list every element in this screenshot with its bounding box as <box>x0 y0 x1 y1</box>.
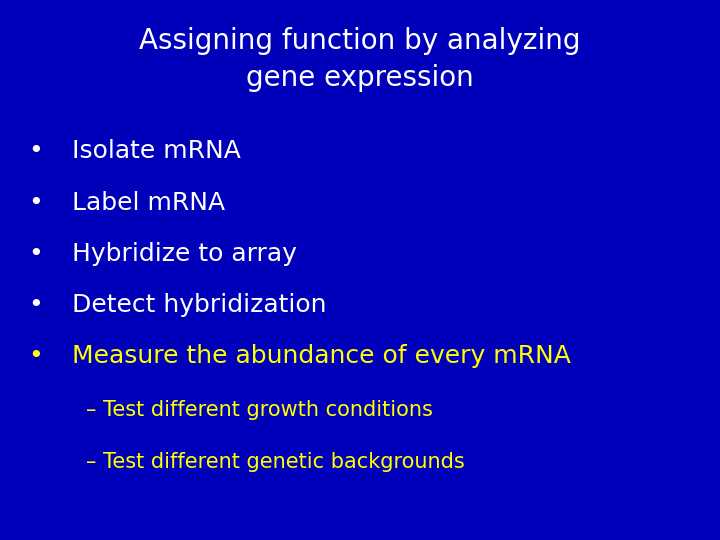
Text: Detect hybridization: Detect hybridization <box>72 293 326 317</box>
Text: Isolate mRNA: Isolate mRNA <box>72 139 241 163</box>
Text: Assigning function by analyzing
gene expression: Assigning function by analyzing gene exp… <box>139 27 581 92</box>
Text: •: • <box>29 139 43 163</box>
Text: •: • <box>29 242 43 266</box>
Text: – Test different genetic backgrounds: – Test different genetic backgrounds <box>86 451 465 472</box>
Text: •: • <box>29 191 43 214</box>
Text: Measure the abundance of every mRNA: Measure the abundance of every mRNA <box>72 345 571 368</box>
Text: – Test different growth conditions: – Test different growth conditions <box>86 400 433 421</box>
Text: Hybridize to array: Hybridize to array <box>72 242 297 266</box>
Text: •: • <box>29 293 43 317</box>
Text: Label mRNA: Label mRNA <box>72 191 225 214</box>
Text: •: • <box>29 345 43 368</box>
